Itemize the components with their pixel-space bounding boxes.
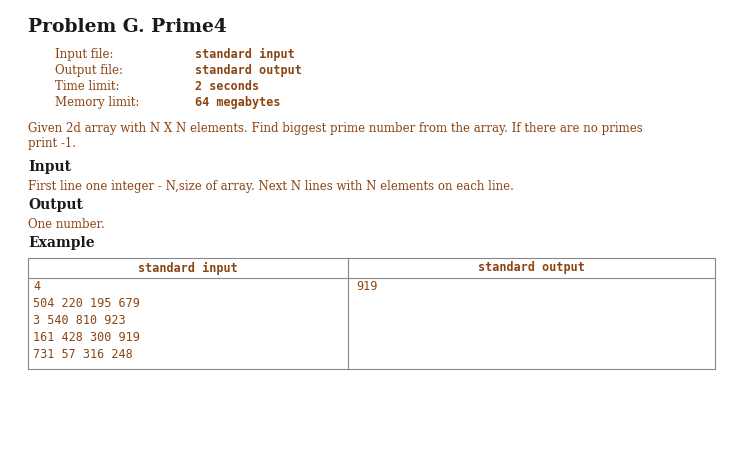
Text: standard output: standard output — [478, 262, 585, 275]
Bar — [28, 258, 715, 369]
Text: 4: 4 — [33, 280, 40, 293]
Text: One number.: One number. — [28, 218, 104, 231]
Text: 919: 919 — [356, 280, 377, 293]
Text: standard output: standard output — [195, 64, 302, 77]
Text: 3 540 810 923: 3 540 810 923 — [33, 314, 126, 327]
Text: 2 seconds: 2 seconds — [195, 80, 259, 93]
Text: 731 57 316 248: 731 57 316 248 — [33, 348, 133, 361]
Text: Memory limit:: Memory limit: — [55, 96, 139, 109]
Text: print -1.: print -1. — [28, 137, 76, 150]
Text: 64 megabytes: 64 megabytes — [195, 96, 281, 109]
Text: Output: Output — [28, 198, 83, 212]
Text: standard input: standard input — [138, 262, 238, 275]
Text: standard input: standard input — [195, 48, 295, 61]
Text: First line one integer - N,size of array. Next N lines with N elements on each l: First line one integer - N,size of array… — [28, 180, 514, 193]
Text: Time limit:: Time limit: — [55, 80, 119, 93]
Text: Example: Example — [28, 236, 95, 250]
Text: Input: Input — [28, 160, 71, 174]
Text: 504 220 195 679: 504 220 195 679 — [33, 297, 140, 310]
Text: Output file:: Output file: — [55, 64, 123, 77]
Text: Input file:: Input file: — [55, 48, 113, 61]
Text: Given 2d array with N X N elements. Find biggest prime number from the array. If: Given 2d array with N X N elements. Find… — [28, 122, 642, 135]
Text: 161 428 300 919: 161 428 300 919 — [33, 331, 140, 344]
Text: Problem G. Prime4: Problem G. Prime4 — [28, 18, 227, 36]
